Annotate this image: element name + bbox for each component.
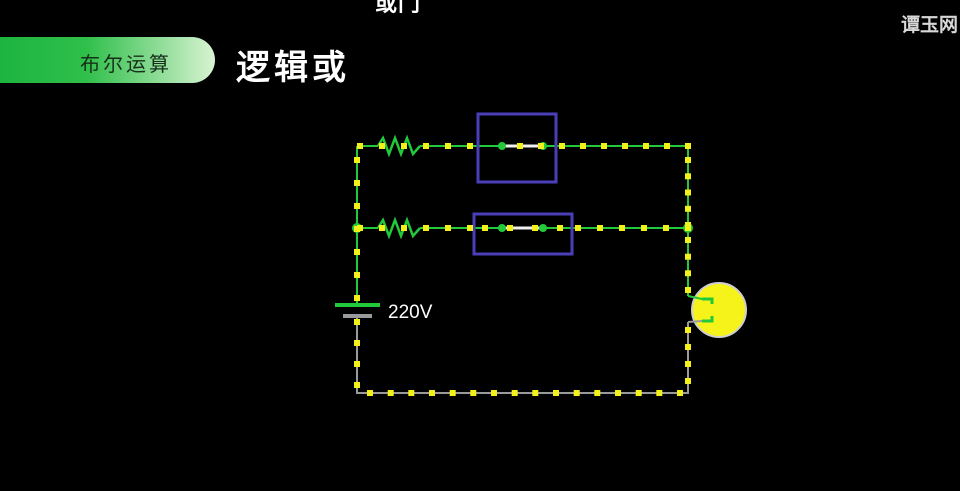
electron-dot xyxy=(511,390,518,396)
electron-dot xyxy=(557,225,563,231)
electron-dot xyxy=(379,143,385,149)
electron-dot xyxy=(573,390,580,396)
electron-dot xyxy=(685,253,691,260)
electron-dot xyxy=(354,319,360,325)
electron-dot xyxy=(532,225,538,231)
electron-dot xyxy=(408,390,415,396)
mid-branch-wire-3 xyxy=(545,227,689,296)
electron-dot xyxy=(685,143,691,149)
section-banner: 布尔运算 xyxy=(0,37,215,83)
electron-dot xyxy=(470,390,477,396)
electron-dot xyxy=(401,143,407,149)
electron-dot xyxy=(354,157,360,163)
electron-dot xyxy=(445,225,451,231)
switch-a-box xyxy=(476,112,558,184)
electron-dot xyxy=(685,237,691,243)
electron-dot xyxy=(615,390,621,396)
electron-dot xyxy=(664,143,670,149)
electron-dot xyxy=(538,143,544,149)
electron-dot xyxy=(354,203,360,209)
resistor-icon xyxy=(376,216,421,240)
electron-dot xyxy=(656,390,663,396)
battery-icon xyxy=(335,303,380,318)
electron-dot xyxy=(685,225,691,231)
electron-dot xyxy=(357,143,363,149)
banner-label: 布尔运算 xyxy=(80,52,172,76)
electron-dot xyxy=(367,390,373,396)
electron-dot xyxy=(685,157,691,163)
switch-b-contact xyxy=(498,224,506,232)
electron-dot xyxy=(532,390,539,396)
electron-dot xyxy=(354,272,360,278)
electron-dot xyxy=(354,295,360,301)
electron-dot xyxy=(685,270,691,277)
live-wires xyxy=(356,145,689,303)
electron-dot xyxy=(491,390,497,396)
electron-dot xyxy=(580,143,586,149)
electron-dot xyxy=(597,225,603,231)
electron-dot xyxy=(677,390,683,396)
electron-dot xyxy=(467,143,473,149)
electron-dot xyxy=(354,382,360,388)
electron-dot xyxy=(641,225,647,231)
electron-dot xyxy=(622,143,628,149)
electron-dot xyxy=(685,378,691,384)
switch-a-contact xyxy=(498,142,506,150)
electron-dot xyxy=(685,327,691,333)
electron-dot xyxy=(663,225,669,231)
electron-dot xyxy=(467,225,473,231)
neutral-wires xyxy=(356,316,689,394)
electron-dot xyxy=(685,189,691,196)
electron-dot xyxy=(601,143,607,149)
electron-dot xyxy=(423,143,429,149)
electron-dot xyxy=(379,225,385,231)
electron-dot xyxy=(553,390,559,396)
electron-dot xyxy=(635,390,642,396)
electron-dot xyxy=(354,361,360,367)
watermark: 谭玉网 xyxy=(900,14,958,36)
electron-dot xyxy=(449,390,456,396)
bulb-icon xyxy=(687,282,747,338)
page-heading-cut: 或门 xyxy=(375,0,422,17)
return-wire xyxy=(356,316,689,394)
electron-dot xyxy=(575,225,581,231)
electron-dot xyxy=(445,143,451,149)
source-voltage-label: 220V xyxy=(388,302,433,323)
electron-dot xyxy=(619,225,625,231)
electron-dot xyxy=(685,173,691,180)
electron-dot xyxy=(354,180,360,186)
electron-dot xyxy=(354,340,360,346)
electron-dot xyxy=(507,225,513,231)
current-flow-dots xyxy=(354,143,691,396)
electron-dot xyxy=(685,287,691,293)
electron-dot xyxy=(685,344,691,350)
electron-dot xyxy=(559,143,565,149)
page-title: 逻辑或 xyxy=(236,48,350,88)
electron-dot xyxy=(643,143,649,149)
electron-dot xyxy=(354,249,360,255)
top-branch-wire-3 xyxy=(545,145,689,228)
switch-b-contact xyxy=(539,224,547,232)
electron-dot xyxy=(594,390,601,396)
electron-dot xyxy=(685,361,691,367)
electron-dot xyxy=(517,143,523,149)
electron-dot xyxy=(423,225,429,231)
electron-dot xyxy=(685,205,691,212)
electron-dot xyxy=(387,390,394,396)
electron-dot xyxy=(401,225,407,231)
electron-dot xyxy=(429,390,435,396)
electron-dot xyxy=(354,226,360,232)
resistor-icon xyxy=(376,134,421,158)
electron-dot xyxy=(482,225,488,231)
switch-b-box xyxy=(472,212,574,256)
